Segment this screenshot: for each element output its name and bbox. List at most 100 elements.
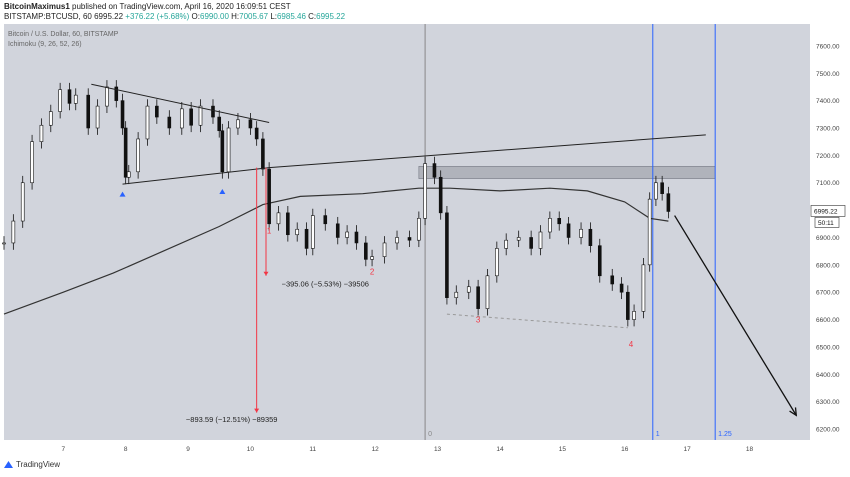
candle-body-4 [39, 124, 44, 142]
last-price-box [810, 205, 846, 217]
candle-body-5 [48, 111, 53, 126]
candle-body-49 [438, 176, 443, 214]
measure-label-1: −893.59 (−12.51%) −89359 [186, 415, 278, 424]
y-tick-label-14: 6200.00 [816, 427, 840, 434]
candle-body-67 [619, 283, 624, 293]
publish-info: published on TradingView.com, April 16, … [72, 2, 291, 11]
chart-header-quote: BITSTAMP:BTCUSD, 60 6995.22 +376.22 (+5.… [4, 12, 345, 21]
candle-body-54 [485, 275, 490, 309]
candle-body-40 [354, 231, 359, 244]
candle-body-27 [236, 119, 240, 129]
candle-body-26 [226, 127, 231, 173]
candle-body-29 [254, 127, 259, 140]
candle-body-61 [557, 218, 562, 225]
ohlc-open-label: O: [191, 12, 200, 21]
support-marker-0 [119, 191, 126, 197]
candle-body-20 [179, 108, 184, 129]
candle-body-8 [73, 94, 78, 104]
y-tick-label-3: 7300.00 [816, 126, 840, 133]
ohlc-close-value: 6995.22 [316, 12, 346, 21]
candle-body-51 [454, 291, 459, 298]
y-tick-label-13: 6300.00 [816, 399, 840, 406]
wave-label-0: 1 [267, 226, 272, 235]
candle-body-71 [647, 198, 652, 266]
chart-pane[interactable] [4, 24, 810, 440]
wave-label-2: 3 [476, 315, 481, 324]
candle-body-19 [167, 116, 172, 129]
author-name[interactable]: BitcoinMaximus1 [4, 2, 70, 11]
x-tick-label-1: 8 [124, 446, 128, 453]
candle-body-33 [286, 212, 290, 236]
candle-body-39 [345, 231, 349, 238]
candle-body-17 [145, 105, 150, 140]
ohlc-low-value: 6985.46 [276, 12, 306, 21]
candle-body-74 [666, 193, 671, 212]
wave-label-1: 2 [370, 267, 375, 276]
wave-label-3: 4 [629, 340, 634, 349]
x-tick-label-10: 17 [683, 446, 691, 453]
candle-body-60 [548, 218, 552, 233]
y-tick-label-8: 6800.00 [816, 262, 840, 269]
y-tick-label-5: 7100.00 [816, 180, 840, 187]
candle-body-16 [136, 138, 140, 173]
x-tick-label-3: 10 [247, 446, 255, 453]
trendline-1 [122, 167, 270, 185]
candle-body-59 [538, 231, 543, 249]
candle-body-44 [395, 237, 399, 244]
resistance-zone [418, 166, 716, 179]
x-tick-label-5: 12 [372, 446, 380, 453]
candle-body-24 [217, 116, 222, 132]
candle-body-30 [261, 138, 265, 170]
vertical-line-label-0: 0 [428, 431, 432, 438]
candle-body-46 [417, 218, 421, 241]
candle-body-68 [626, 291, 630, 320]
candle-body-13 [120, 100, 125, 129]
candle-body-50 [445, 212, 449, 298]
x-tick-label-7: 14 [496, 446, 504, 453]
candle-body-47 [423, 163, 427, 219]
y-tick-label-1: 7500.00 [816, 71, 840, 78]
ohlc-low-label: L: [270, 12, 277, 21]
candle-body-10 [95, 105, 100, 129]
candle-body-70 [641, 264, 646, 312]
countdown-box [814, 217, 840, 228]
candle-body-52 [466, 286, 471, 293]
candle-body-34 [295, 228, 300, 236]
trendline-3 [446, 313, 628, 329]
candle-body-2 [20, 182, 25, 222]
footer-brand[interactable]: TradingView [4, 460, 60, 469]
ohlc-high-label: H: [231, 12, 240, 21]
y-tick-label-4: 7200.00 [816, 153, 840, 160]
candle-body-65 [597, 245, 602, 277]
chart-watermark-title: Bitcoin / U.S. Dollar, 60, BITSTAMP [8, 31, 119, 38]
forecast-arrow-line [674, 215, 797, 416]
candle-body-25 [220, 130, 225, 173]
vertical-line-label-1: 1 [656, 431, 660, 438]
candle-body-32 [276, 212, 281, 225]
candle-body-9 [86, 94, 91, 129]
candle-body-73 [660, 182, 664, 194]
last-price-label: 6995.22 [814, 208, 838, 215]
candle-body-21 [189, 108, 193, 126]
candle-body-55 [495, 248, 499, 277]
candle-body-38 [335, 223, 340, 238]
x-tick-label-4: 11 [309, 446, 316, 453]
countdown-label: 50:11 [818, 220, 834, 227]
forecast-arrow-head [789, 407, 798, 417]
y-tick-label-10: 6600.00 [816, 317, 840, 324]
y-tick-label-11: 6500.00 [816, 344, 840, 351]
trendline-0 [91, 83, 270, 124]
candle-body-72 [654, 182, 658, 200]
tradingview-logo-icon [4, 461, 13, 468]
ohlc-high-value: 7005.67 [239, 12, 269, 21]
candle-body-62 [566, 223, 571, 238]
ichimoku-line [3, 187, 669, 315]
chart-watermark-indicator: Ichimoku (9, 26, 52, 26) [8, 41, 82, 48]
candle-body-64 [588, 228, 593, 246]
candle-body-1 [11, 220, 16, 244]
x-tick-label-8: 15 [559, 446, 567, 453]
candle-body-58 [529, 237, 533, 249]
candle-body-36 [311, 215, 315, 249]
candle-body-14 [123, 127, 128, 178]
